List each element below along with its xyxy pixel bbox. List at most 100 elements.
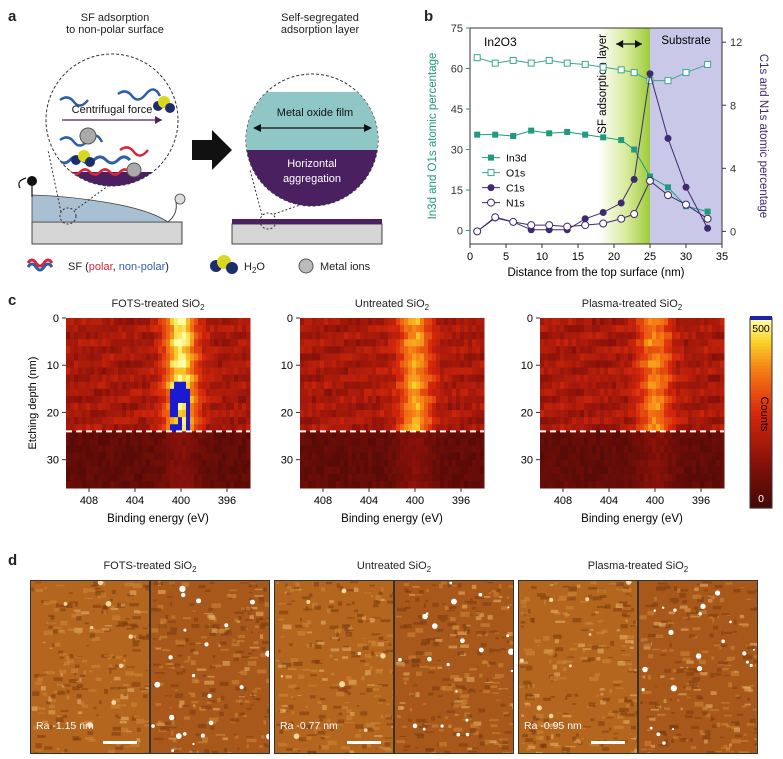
afm-texture (228, 593, 236, 599)
afm-particle (183, 628, 187, 632)
heatmap-cell (400, 424, 405, 432)
heatmap-cell (222, 438, 227, 446)
heatmap-cell (94, 445, 99, 454)
afm-texture (563, 712, 569, 715)
afm-texture (110, 687, 121, 690)
heatmap-cell (412, 381, 417, 390)
heatmap-cell (480, 388, 485, 397)
afm-texture (440, 619, 446, 622)
heatmap-cell (460, 431, 465, 439)
heatmap-cell (336, 332, 341, 340)
heatmap-cell (194, 452, 199, 461)
heatmap-cell (234, 360, 239, 369)
heatmap-cell (628, 395, 633, 404)
afm-particle (568, 664, 572, 668)
heatmap-cell (222, 332, 227, 340)
afm-texture (219, 711, 224, 717)
afm-texture (498, 662, 504, 668)
heatmap-cell (572, 318, 577, 326)
heatmap-cell (704, 318, 709, 326)
heatmap-cell (620, 367, 625, 376)
heatmap-cell (356, 395, 361, 404)
heatmap-cell (444, 459, 449, 468)
afm-texture (425, 599, 429, 603)
afm-texture (231, 680, 240, 685)
heatmap-cell (138, 325, 143, 333)
heatmap-cell (552, 374, 557, 383)
afm-texture (244, 700, 250, 704)
afm-texture (99, 700, 102, 705)
heatmap-cell (692, 431, 697, 439)
afm-texture (316, 730, 326, 735)
heatmap-cell (580, 480, 585, 489)
afm-texture (599, 688, 605, 691)
y-tick-label: 30 (281, 455, 293, 467)
heatmap-cell (632, 374, 637, 383)
afm-texture (144, 685, 149, 688)
heatmap-cell (246, 431, 251, 439)
heatmap-cell (344, 318, 349, 326)
heatmap-cell (198, 417, 203, 425)
heatmap-cell (544, 367, 549, 376)
heatmap-cell (376, 459, 381, 468)
point-c1s (664, 134, 672, 142)
heatmap-cell (166, 332, 171, 340)
heatmap-cell (352, 388, 357, 397)
heatmap-cell (182, 466, 187, 475)
heatmap-cell (142, 417, 147, 425)
heatmap-cell (596, 374, 601, 383)
heatmap-cell (468, 339, 473, 347)
afm-texture (69, 653, 74, 659)
heatmap-cell (568, 353, 573, 361)
heatmap-cell (142, 431, 147, 439)
heatmap-cell (712, 417, 717, 425)
heatmap-cell (444, 424, 449, 432)
afm-texture (561, 747, 571, 752)
heatmap-cell (134, 325, 139, 333)
heatmap-cell (376, 466, 381, 475)
afm-texture (521, 605, 527, 608)
heatmap-cell (332, 473, 337, 482)
heatmap-cell (360, 431, 365, 439)
heatmap-cell (340, 353, 345, 361)
afm-texture (588, 702, 596, 708)
afm-texture (406, 590, 412, 593)
afm-phase-image (150, 580, 270, 754)
heatmap-cell (648, 339, 653, 347)
heatmap-cell (468, 410, 473, 418)
heatmap-cell (98, 381, 103, 390)
heatmap-cell (226, 466, 231, 475)
heatmap-cell (404, 466, 409, 475)
heatmap-cell (672, 374, 677, 383)
heatmap-cell (396, 318, 401, 326)
heatmap-cell (340, 466, 345, 475)
heatmap-cell (214, 445, 219, 454)
afm-texture (597, 620, 604, 623)
heatmap-cell (416, 325, 421, 333)
afm-texture (399, 702, 406, 704)
heatmap-cell (480, 431, 485, 439)
heatmap-cell (384, 431, 389, 439)
afm-texture (468, 750, 477, 753)
heatmap-cell (704, 452, 709, 461)
heatmap-cell (308, 473, 313, 482)
heatmap-cell (364, 403, 369, 411)
heatmap-cell (572, 381, 577, 390)
heatmap-cell (340, 360, 345, 369)
heatmap-cell (186, 452, 191, 461)
heatmap-cell (584, 417, 589, 425)
heatmap-cell (472, 339, 477, 347)
heatmap-cell (580, 346, 585, 354)
heatmap-cell (432, 332, 437, 340)
heatmap-cell (672, 395, 677, 404)
heatmap-cell (424, 466, 429, 475)
heatmap-cell (664, 318, 669, 326)
afm-texture (399, 660, 409, 664)
heatmap-cell (432, 381, 437, 390)
afm-texture (220, 648, 229, 651)
heatmap-cell (704, 374, 709, 383)
heatmap-cell (452, 395, 457, 404)
heatmap-cell (476, 339, 481, 347)
afm-particle (585, 597, 590, 602)
